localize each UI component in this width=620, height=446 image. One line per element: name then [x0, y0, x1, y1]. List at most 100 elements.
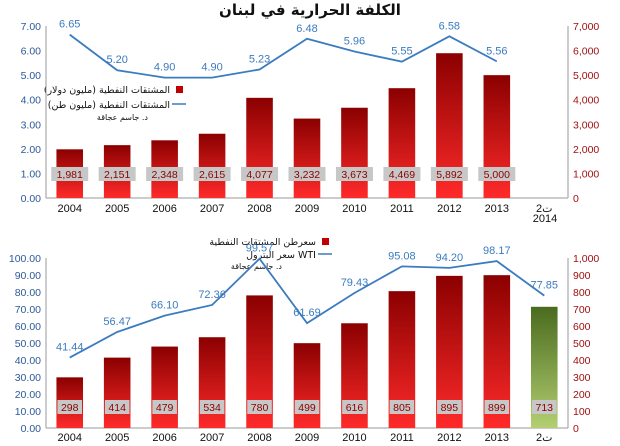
chart1-bar-label-box — [98, 167, 136, 181]
chart2-left-tick-label: 70.00 — [15, 304, 41, 316]
chart2-bar-label: 479 — [156, 402, 174, 414]
chart2-right-tick-label: 400 — [573, 355, 591, 367]
chart2-right-tick-label: 500 — [573, 338, 591, 350]
chart1-category-label: 2010 — [342, 203, 366, 215]
chart1-line-label: 6.65 — [59, 19, 80, 31]
chart1-category-label: 2012 — [437, 203, 461, 215]
chart2-bar-label: 780 — [251, 402, 269, 414]
chart1-bar-label: 5,892 — [436, 169, 462, 181]
chart2-right-tick-label: 900 — [573, 270, 591, 282]
chart1-right-tick-label: 2,000 — [573, 144, 599, 156]
chart1-bar-label: 2,151 — [104, 169, 130, 181]
chart2-bar-label: 414 — [108, 402, 126, 414]
chart2-category-label: 2007 — [200, 432, 224, 444]
chart1-category-extra: 2014 — [533, 213, 557, 225]
chart2-category-label: 2009 — [295, 432, 319, 444]
chart1-bar-label-box — [288, 167, 326, 181]
chart2-left-tick-label: 60.00 — [15, 321, 41, 333]
chart2-category-label: 2006 — [152, 432, 176, 444]
chart2-bar-label: 805 — [393, 402, 411, 414]
chart1-bar-label: 1,981 — [57, 169, 83, 181]
chart2-legend-bar: سعرطن المشتقات النفطية — [209, 237, 316, 248]
chart1-bar — [293, 118, 321, 198]
chart2-line-label: 72.36 — [198, 289, 226, 301]
chart2-line-label: 95.08 — [388, 250, 416, 262]
chart2-bar-label: 298 — [61, 402, 79, 414]
chart2-bar-label-box — [531, 400, 557, 414]
chart1-line-label: 6.48 — [296, 23, 317, 35]
chart2-bar-label: 713 — [536, 402, 554, 414]
chart2-bar-label-box — [57, 400, 83, 414]
chart1-left-tick-label: 3.00 — [21, 119, 42, 131]
chart1-bar — [198, 133, 226, 198]
chart2-bar — [198, 337, 226, 428]
chart2-left-tick-label: 100.00 — [9, 253, 41, 265]
chart2-category-label: 2013 — [485, 432, 509, 444]
chart2-bar — [293, 343, 321, 428]
chart2-category-label: 2004 — [57, 432, 81, 444]
chart1-bar-label-box — [193, 167, 231, 181]
chart1-bar-label: 5,000 — [484, 169, 510, 181]
chart2-bar-label: 899 — [488, 402, 506, 414]
chart-marks: 0.00 1.00 2.00 3.00 4.00 5.00 6.00 7.00 0 1,000 2,… — [9, 19, 600, 444]
chart2-right-tick-label: 700 — [573, 304, 591, 316]
chart2-legend-line: سعر البترول WTI — [246, 250, 316, 261]
chart2-bar-label: 499 — [298, 402, 316, 414]
chart2-bar-label: 534 — [203, 402, 221, 414]
chart2-right-tick-label: 200 — [573, 389, 591, 401]
chart2-line-label: 61.69 — [293, 307, 321, 319]
chart1-category-label: 2006 — [152, 203, 176, 215]
chart1-legend-line: المشتقات النفطية (مليون طن) — [48, 100, 170, 111]
chart1-right-tick-label: 6,000 — [573, 46, 599, 58]
chart1-right-tick-label: 0 — [573, 193, 579, 205]
chart1-line-label: 5.20 — [106, 54, 127, 66]
chart2-left-tick-label: 20.00 — [15, 389, 41, 401]
chart1-author: د. جاسم عجاقة — [97, 113, 149, 122]
chart2-bar-label-box — [247, 400, 272, 414]
chart1-bar-label-box — [478, 167, 516, 181]
chart2-right-tick-label: 600 — [573, 321, 591, 333]
chart1-category-label: 2004 — [57, 203, 81, 215]
chart2-line-series — [69, 257, 545, 359]
chart2-category-label: 2012 — [437, 432, 461, 444]
chart1-bar-label: 3,673 — [341, 169, 367, 181]
chart2-left-tick-label: 80.00 — [15, 287, 41, 299]
chart2-bar — [151, 346, 178, 428]
chart2-bar-label-box — [152, 400, 177, 414]
chart1-left-tick-label: 7.00 — [21, 21, 42, 33]
chart1-right-tick-label: 4,000 — [573, 95, 599, 107]
chart1-left-tick-label: 6.00 — [21, 46, 42, 58]
chart2-line-label: 41.44 — [56, 342, 84, 354]
chart1-bar-label: 3,232 — [294, 169, 320, 181]
chart2-left-tick-label: 10.00 — [15, 406, 41, 418]
chart2-line-label: 56.47 — [103, 316, 131, 328]
chart2-right-tick-label: 100 — [573, 406, 591, 418]
chart1-bar-label-box — [241, 167, 279, 181]
chart1-right-tick-label: 3,000 — [573, 119, 599, 131]
chart1-bar — [341, 107, 368, 198]
chart2-left-tick-label: 50.00 — [15, 338, 41, 350]
chart1-category-label: 2007 — [200, 203, 224, 215]
chart1-line-label: 5.96 — [344, 36, 365, 48]
chart2-legend-bar-swatch — [322, 238, 329, 245]
chart1-bar-label-box — [51, 167, 89, 181]
chart2-left-tick-label: 90.00 — [15, 270, 41, 282]
chart2-author: د. جاسم عجاقة — [231, 262, 283, 271]
chart1-category-label: 2005 — [105, 203, 129, 215]
chart1-line-label: 4.90 — [201, 62, 222, 74]
chart1-title: الكلفة الحرارية في لبنان — [219, 1, 401, 19]
chart2-line-label: 66.10 — [151, 300, 179, 312]
chart1-bar-label-box — [383, 167, 421, 181]
chart1-line-label: 5.55 — [391, 46, 412, 58]
chart1-right-tick-label: 7,000 — [573, 21, 599, 33]
chart2-left-tick-label: 0.00 — [21, 423, 42, 435]
chart1-bar-label-box — [335, 167, 373, 181]
chart1-category-label: 2008 — [247, 203, 271, 215]
chart1-category-label: ت2 — [536, 203, 552, 215]
chart1-line-label: 5.23 — [249, 53, 270, 65]
chart1-left-tick-label: 2.00 — [21, 144, 42, 156]
chart2-category-label: 2011 — [390, 432, 414, 444]
chart2-bar-label-box — [199, 400, 225, 414]
chart1-bar — [246, 97, 273, 198]
chart1-bar-label: 2,615 — [199, 169, 225, 181]
